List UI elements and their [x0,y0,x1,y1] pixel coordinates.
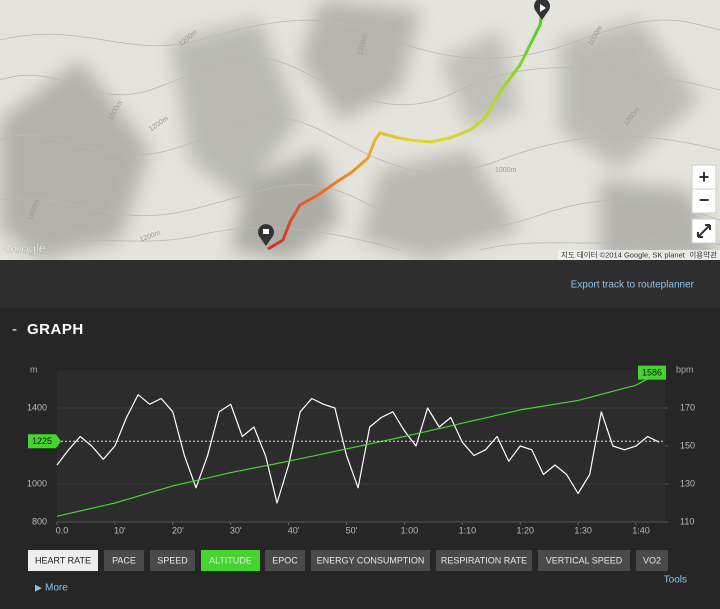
x-tick-label: 1:20 [516,525,534,535]
metric-button-label: PACE [112,555,136,565]
metric-button[interactable]: RESPIRATION RATE [436,550,532,571]
metric-button-background [150,550,195,571]
map-terms[interactable]: 이용약관 [689,249,717,259]
metric-button-label: EPOC [272,555,298,565]
y2-tick-label: 150 [680,440,695,450]
metric-button[interactable]: VO2 [636,550,668,571]
metric-button-background [104,550,144,571]
y2-tick-label: 130 [680,478,695,488]
series-line [56,372,660,517]
value-marker [638,365,666,380]
metric-button[interactable]: ALTITUDE [201,550,260,571]
map-copyright: 지도 데이터 ©2014 Google, SK planet [561,249,686,259]
start-pin[interactable] [258,224,274,246]
metric-button-label: ALTITUDE [209,555,252,565]
x-tick-label: 1:00 [401,525,419,535]
y-tick-label: 800 [32,516,47,526]
x-tick-label: 10' [114,525,126,535]
zoom-in-label: + [699,167,710,187]
map[interactable]: + − Google 지도 데이터 ©2014 Google, SK plane… [0,0,720,260]
zoom-out-button[interactable] [691,188,717,214]
metric-button-background [201,550,260,571]
x-tick-label: 1:40 [632,525,650,535]
export-bar [0,260,720,308]
y-tick-label: 1400 [27,402,47,412]
metric-button[interactable]: PACE [104,550,144,571]
metric-button[interactable]: SPEED [150,550,195,571]
metric-button[interactable]: VERTICAL SPEED [538,550,630,571]
metric-button-background [265,550,305,571]
x-tick-label: 20' [172,525,184,535]
value-marker-label: 1225 [32,436,52,446]
metric-button-background [28,550,98,571]
export-link[interactable]: Export track to routeplanner [571,280,695,291]
hill-shading [0,0,720,260]
zoom-out-label: − [699,190,710,210]
metric-button-background [436,550,532,571]
x-tick-label: 40' [288,525,300,535]
metric-button-label: SPEED [157,555,188,565]
more-link[interactable]: More [45,583,68,594]
y-axis-label: m [30,364,38,374]
metric-button-background [636,550,668,571]
y2-axis-label: bpm [676,364,694,374]
x-tick-label: 1:30 [574,525,592,535]
zoom-controls: + − [691,164,717,244]
metric-button-label: VO2 [643,555,661,565]
x-tick-label: 0.0 [56,525,69,535]
y-tick-label: 1000 [27,478,47,488]
series-line [56,394,660,504]
finish-pin[interactable] [534,0,550,20]
x-tick-label: 50' [346,525,358,535]
value-marker-label: 1586 [642,368,662,378]
tools-link[interactable]: Tools [664,575,687,586]
metric-button-background [538,550,630,571]
fullscreen-icon [697,224,711,238]
x-tick-label: 30' [230,525,242,535]
y2-tick-label: 170 [680,402,695,412]
metric-button-label: VERTICAL SPEED [546,555,623,565]
contour-label: 1000m [495,167,517,174]
metric-button-label: HEART RATE [35,555,91,565]
more-icon[interactable]: ▶ [35,582,42,592]
metric-button[interactable]: EPOC [265,550,305,571]
section-toggle[interactable]: - [12,321,17,338]
metric-button-label: ENERGY CONSUMPTION [317,555,425,565]
map-attribution: Google [4,240,46,255]
metric-button-label: RESPIRATION RATE [441,555,527,565]
section-title: GRAPH [27,321,84,338]
x-tick-label: 1:10 [459,525,477,535]
value-marker [28,434,61,449]
copyright-background [558,250,720,260]
metric-button[interactable]: HEART RATE [28,550,98,571]
metric-button[interactable]: ENERGY CONSUMPTION [311,550,430,571]
route-track [267,11,544,251]
y2-tick-label: 110 [680,516,694,526]
metric-button-background [311,550,430,571]
